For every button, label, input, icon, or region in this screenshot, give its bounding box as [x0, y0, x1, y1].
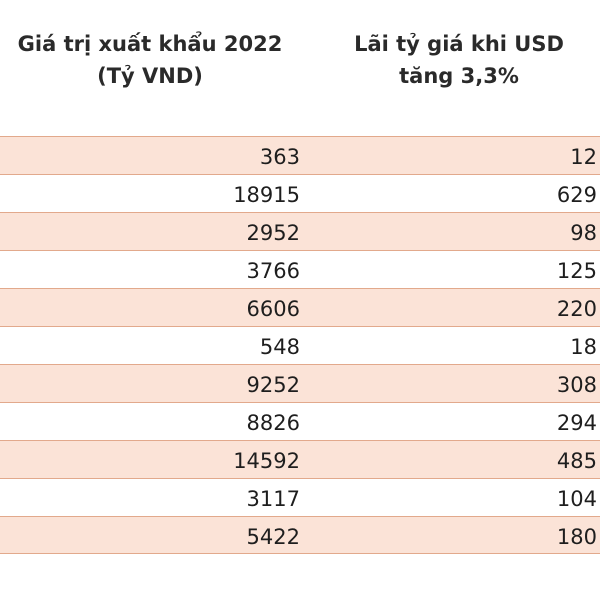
exchange-gain-cell: 220	[556, 297, 597, 321]
export-value-cell: 3766	[246, 259, 300, 283]
table-row: 14592 485	[0, 440, 600, 478]
exchange-gain-cell: 98	[570, 221, 597, 245]
table-row: 9252 308	[0, 364, 600, 402]
exchange-gain-cell: 308	[556, 373, 597, 397]
table-row: 6606 220	[0, 288, 600, 326]
column-header-export-line2: (Tỷ VND)	[97, 64, 203, 88]
export-value-cell: 363	[259, 145, 300, 169]
table-row: 3117 104	[0, 478, 600, 516]
column-header-export-value: Giá trị xuất khẩu 2022 (Tỷ VND)	[0, 28, 310, 92]
table-row: 5422 180	[0, 516, 600, 554]
export-value-cell: 5422	[246, 525, 300, 549]
table-row: 2952 98	[0, 212, 600, 250]
column-header-gain-line1: Lãi tỷ giá khi USD	[354, 32, 564, 56]
exchange-gain-cell: 18	[570, 335, 597, 359]
export-value-cell: 9252	[246, 373, 300, 397]
exchange-gain-cell: 104	[556, 487, 597, 511]
exchange-gain-cell: 294	[556, 411, 597, 435]
export-value-cell: 2952	[246, 221, 300, 245]
exchange-gain-cell: 629	[556, 183, 597, 207]
column-header-gain-line2: tăng 3,3%	[399, 64, 519, 88]
exchange-gain-cell: 12	[570, 145, 597, 169]
table-row: 18915 629	[0, 174, 600, 212]
export-value-cell: 14592	[233, 449, 300, 473]
export-value-cell: 548	[259, 335, 300, 359]
table-row: 363 12	[0, 136, 600, 174]
table-row: 8826 294	[0, 402, 600, 440]
exchange-gain-cell: 485	[556, 449, 597, 473]
export-value-cell: 6606	[246, 297, 300, 321]
table-header: Giá trị xuất khẩu 2022 (Tỷ VND) Lãi tỷ g…	[0, 0, 600, 136]
export-value-cell: 18915	[233, 183, 300, 207]
exchange-gain-cell: 125	[556, 259, 597, 283]
column-header-exchange-gain: Lãi tỷ giá khi USD tăng 3,3%	[336, 28, 582, 92]
table-row: 548 18	[0, 326, 600, 364]
table-row: 3766 125	[0, 250, 600, 288]
exchange-gain-cell: 180	[556, 525, 597, 549]
table-body: 363 12 18915 629 2952 98 3766 125 6606 220 548 18 92…	[0, 136, 600, 554]
column-header-export-line1: Giá trị xuất khẩu 2022	[17, 32, 283, 56]
export-value-cell: 8826	[246, 411, 300, 435]
export-value-cell: 3117	[246, 487, 300, 511]
